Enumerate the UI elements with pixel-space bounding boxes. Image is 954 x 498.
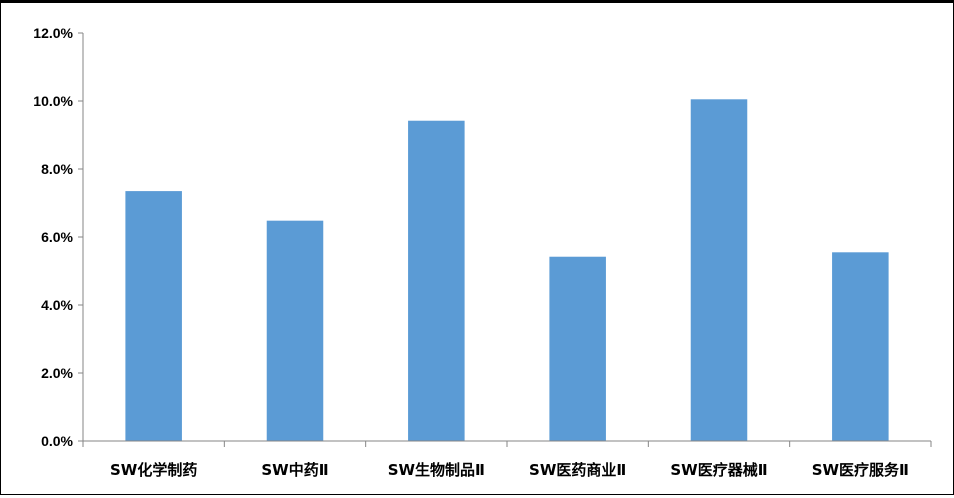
x-category-label: SW化学制药: [110, 461, 197, 479]
y-tick-label: 6.0%: [41, 229, 73, 245]
bar-3: [549, 256, 606, 441]
y-tick-labels: 0.0% 2.0% 4.0% 6.0% 8.0% 10.0% 12.0%: [33, 25, 73, 449]
y-tick-label: 2.0%: [41, 365, 73, 381]
x-tick-labels: SW化学制药 SW中药Ⅱ SW生物制品Ⅱ SW医药商业Ⅱ SW医疗器械Ⅱ SW医疗服务Ⅱ: [110, 461, 909, 479]
bar-chart: 0.0% 2.0% 4.0% 6.0% 8.0% 10.0% 12.0% SW化学制药 SW中…: [33, 25, 932, 479]
y-tick-label: 10.0%: [33, 93, 73, 109]
x-category-label: SW医疗服务Ⅱ: [812, 461, 909, 479]
bars-group: [125, 99, 889, 442]
y-tick-label: 12.0%: [33, 25, 73, 41]
x-category-label: SW中药Ⅱ: [261, 461, 328, 479]
bar-0: [125, 191, 182, 441]
bar-1: [266, 220, 324, 441]
x-category-label: SW医疗器械Ⅱ: [670, 461, 767, 479]
y-tick-label: 4.0%: [41, 297, 73, 313]
bar-4: [690, 99, 748, 442]
y-tick-label: 8.0%: [41, 161, 73, 177]
x-category-label: SW生物制品Ⅱ: [388, 461, 485, 479]
axes-group: [78, 32, 932, 447]
x-category-label: SW医药商业Ⅱ: [529, 461, 626, 479]
bar-5: [832, 252, 889, 441]
bar-2: [408, 120, 465, 441]
y-tick-label: 0.0%: [41, 433, 73, 449]
